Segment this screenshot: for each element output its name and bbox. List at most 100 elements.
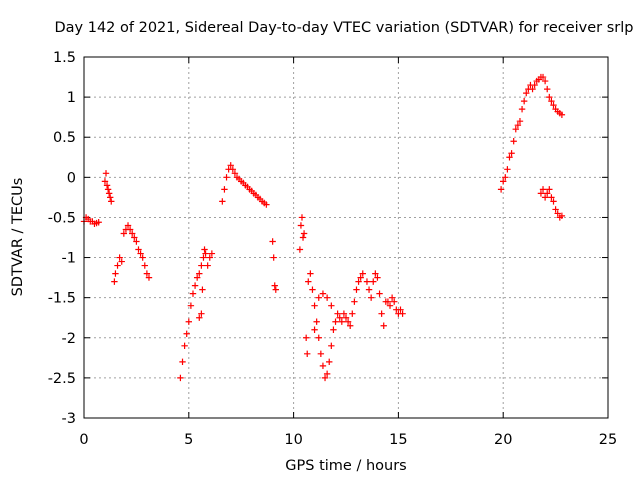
data-point [554,210,561,217]
data-point [328,302,335,309]
data-point [367,294,375,301]
data-point [537,190,545,197]
data-point [374,274,381,281]
data-point [514,121,522,129]
data-point [311,302,318,309]
data-point [131,234,138,241]
y-tick-label: 0.5 [53,130,76,146]
data-point [338,318,346,325]
data-point [355,278,362,285]
data-point [319,362,327,370]
x-tick-label: 10 [284,432,302,448]
data-point [506,154,513,161]
data-point [340,310,348,317]
data-point [552,206,559,213]
data-point [208,250,216,257]
data-point [309,286,316,293]
x-tick-label: 25 [599,432,617,448]
data-point [336,314,343,321]
data-point [111,278,118,285]
data-point [386,302,394,309]
x-tick-label: 5 [184,432,193,448]
data-point [189,290,197,297]
data-point [107,194,114,201]
data-point [101,178,109,185]
data-point [370,278,377,285]
data-point [541,194,549,201]
data-point [302,334,310,341]
data-point [372,270,379,277]
data-point [202,250,209,257]
data-point [135,246,142,253]
data-point [177,374,184,382]
data-point [548,97,555,105]
y-tick-label: 1.5 [53,50,76,66]
data-point [520,97,528,105]
data-point [120,230,128,237]
data-point [200,254,207,261]
data-point [319,290,327,297]
data-point [311,326,318,333]
data-point [193,274,201,281]
data-point [112,270,119,277]
data-point [103,182,111,189]
data-point [550,198,557,205]
data-point [298,214,306,221]
y-tick-label: 0 [67,170,76,186]
y-tick-label: -2 [62,331,76,347]
data-point [196,314,203,321]
data-point [297,222,305,229]
data-point [227,162,234,169]
data-point [116,254,123,261]
data-point [388,294,396,301]
data-point [365,286,373,293]
grid-lines [84,57,608,418]
data-point [114,262,121,269]
data-point [231,170,239,177]
data-point [305,278,312,285]
data-point [531,81,538,89]
data-point [359,270,366,277]
data-point [223,174,230,181]
data-point [357,274,364,281]
data-point [541,77,549,85]
data-point [304,350,311,358]
data-point [344,318,352,325]
data-point [104,186,112,193]
y-tick-label: -2.5 [48,371,76,387]
data-point [129,230,136,237]
y-tick-label: -1 [62,251,76,267]
data-point [342,314,350,321]
data-point [206,254,213,261]
data-point [529,85,536,93]
data-point [376,290,383,297]
x-axis-label: GPS time / hours [285,458,406,474]
data-point [315,294,322,301]
chart-title: Day 142 of 2021, Sidereal Day-to-day VTE… [54,20,633,36]
data-point [105,190,113,197]
data-point [351,298,358,305]
data-point [139,254,146,261]
data-point [550,101,557,109]
y-tick-label: -3 [62,411,76,427]
x-tick-label: 0 [79,432,88,448]
data-point [221,186,228,193]
data-point [126,226,134,233]
data-point [198,310,205,317]
data-markers [80,73,566,382]
data-point [307,270,314,277]
data-point [179,358,186,366]
data-point [330,326,337,333]
data-point [380,322,387,329]
data-point [263,201,270,208]
data-point [315,334,322,341]
data-point [504,166,511,173]
data-point [384,298,392,305]
data-point [219,198,226,205]
data-point [204,262,211,269]
data-point [518,105,526,113]
data-point [546,93,553,101]
data-point [397,306,404,313]
data-point [317,350,325,358]
data-point [334,310,341,317]
